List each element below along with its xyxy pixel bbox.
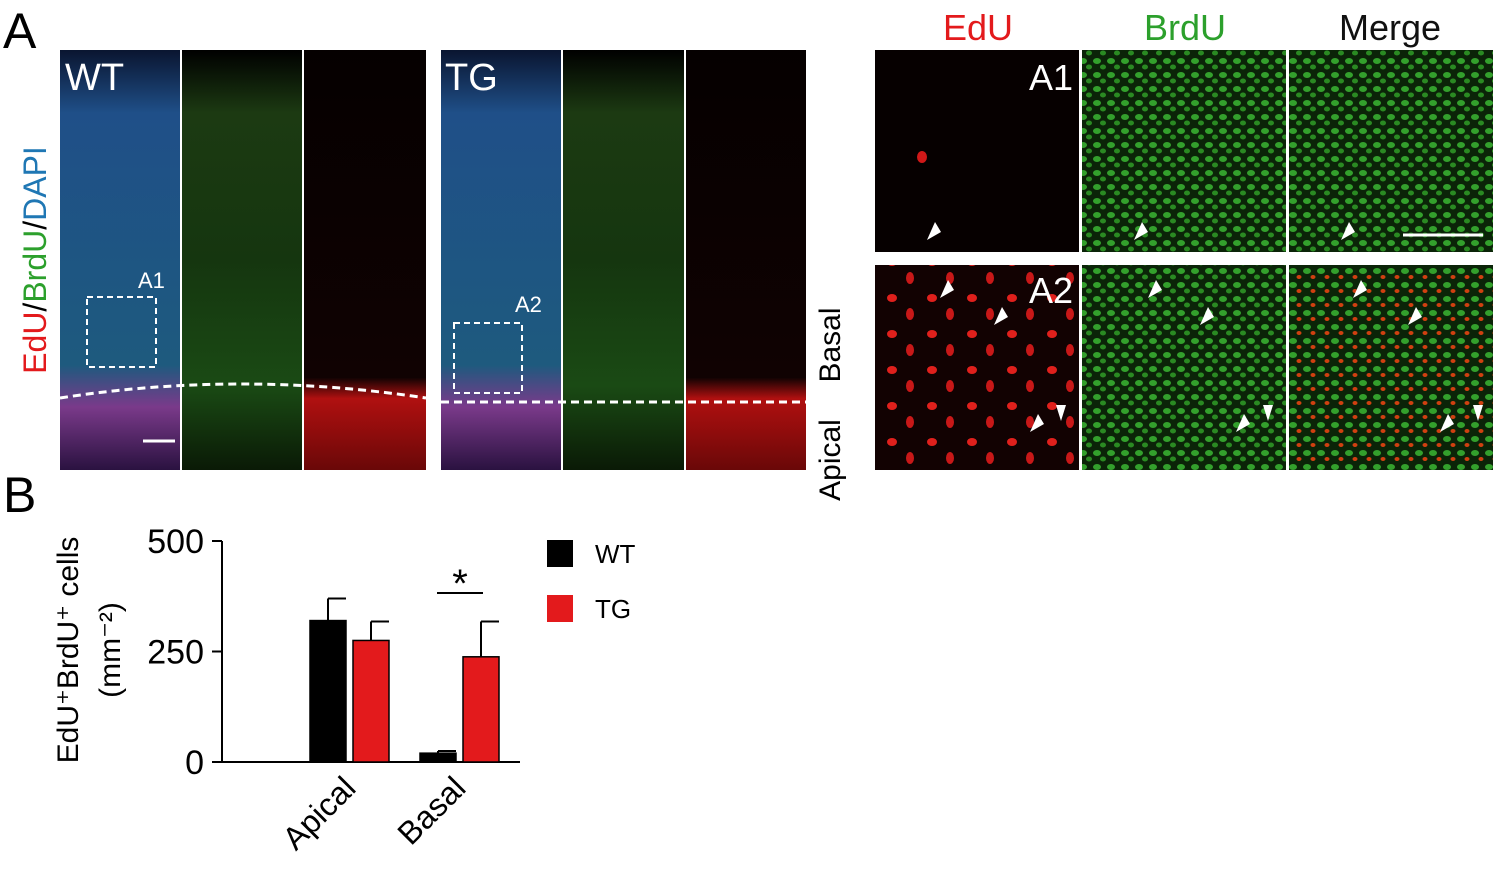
arrowhead — [1148, 280, 1162, 298]
x-tick-label: Basal — [390, 769, 472, 851]
bar — [462, 656, 500, 763]
zone-label: Apical — [814, 419, 847, 501]
legend-label: WT — [595, 539, 636, 569]
inset-label: A1 — [138, 268, 165, 293]
column-header: EdU — [943, 7, 1013, 48]
y-axis-label: EdU⁺BrdU⁺ cells — [52, 537, 85, 764]
group-label: TG — [445, 57, 498, 99]
arrowhead — [1341, 222, 1355, 240]
error-bar — [370, 620, 389, 641]
arrowhead — [1353, 280, 1367, 298]
bar — [419, 752, 457, 763]
stain-edu: EdU — [17, 312, 53, 374]
legend-swatch — [547, 540, 573, 567]
panel-label: A — [3, 3, 37, 59]
legend-label: TG — [595, 594, 631, 624]
image-brdu — [182, 50, 302, 470]
inset-box — [453, 322, 523, 394]
arrowhead — [940, 280, 954, 298]
arrowhead — [1030, 414, 1044, 432]
cell — [917, 151, 927, 163]
row-label: A1 — [1029, 57, 1073, 98]
image-brdu — [1082, 50, 1286, 252]
panel-label: B — [3, 467, 36, 523]
arrowhead — [927, 222, 941, 240]
bar — [352, 639, 390, 763]
bar — [309, 619, 347, 763]
error-bar — [437, 749, 456, 754]
separator: / — [17, 303, 53, 312]
stain-dapi: DAPI — [17, 146, 53, 221]
arrowheads — [927, 222, 1483, 432]
image-merge — [1289, 265, 1493, 470]
arrowhead — [1134, 222, 1148, 240]
arrowhead — [1236, 414, 1250, 432]
y-tick-label: 500 — [147, 523, 204, 561]
y-tick-label: 0 — [185, 744, 204, 782]
arrowhead — [1056, 405, 1066, 421]
image-merge — [1289, 50, 1493, 252]
image-merge — [60, 50, 180, 470]
arrowhead — [1200, 307, 1214, 325]
y-tick-label: 250 — [147, 634, 204, 672]
zone-label: Basal — [814, 307, 847, 382]
y-axis-label: (mm⁻²) — [94, 602, 127, 698]
error-bar — [480, 620, 499, 657]
image-edu — [304, 50, 426, 470]
image-brdu — [1082, 265, 1286, 470]
stain-brdu: BrdU — [17, 230, 53, 303]
separator: / — [17, 221, 53, 230]
image-brdu — [563, 50, 684, 470]
stain-label: EdU/BrdU/DAPI — [17, 146, 53, 374]
image-merge — [441, 50, 561, 470]
image-edu — [875, 50, 1079, 252]
arrowhead — [1408, 307, 1422, 325]
arrowhead — [994, 307, 1008, 325]
significance-mark: * — [452, 562, 468, 606]
bar-chart: 0 250 500 EdU⁺BrdU⁺ cells (mm⁻²) WT TG Apical Ba… — [52, 523, 636, 857]
arrowhead — [1473, 405, 1483, 421]
column-header: BrdU — [1144, 7, 1226, 48]
error-bar — [327, 597, 346, 621]
group-label: WT — [65, 57, 124, 99]
inset-label: A2 — [515, 292, 542, 317]
column-header: Merge — [1339, 7, 1441, 48]
image-edu — [686, 50, 806, 470]
arrowhead — [1263, 405, 1273, 421]
legend-swatch — [547, 595, 573, 622]
image-edu — [875, 265, 1079, 470]
inset-box — [86, 296, 157, 368]
arrowhead — [1440, 414, 1454, 432]
row-label: A2 — [1029, 270, 1073, 311]
boundary-line — [59, 382, 427, 400]
x-tick-label: Apical — [275, 769, 362, 856]
